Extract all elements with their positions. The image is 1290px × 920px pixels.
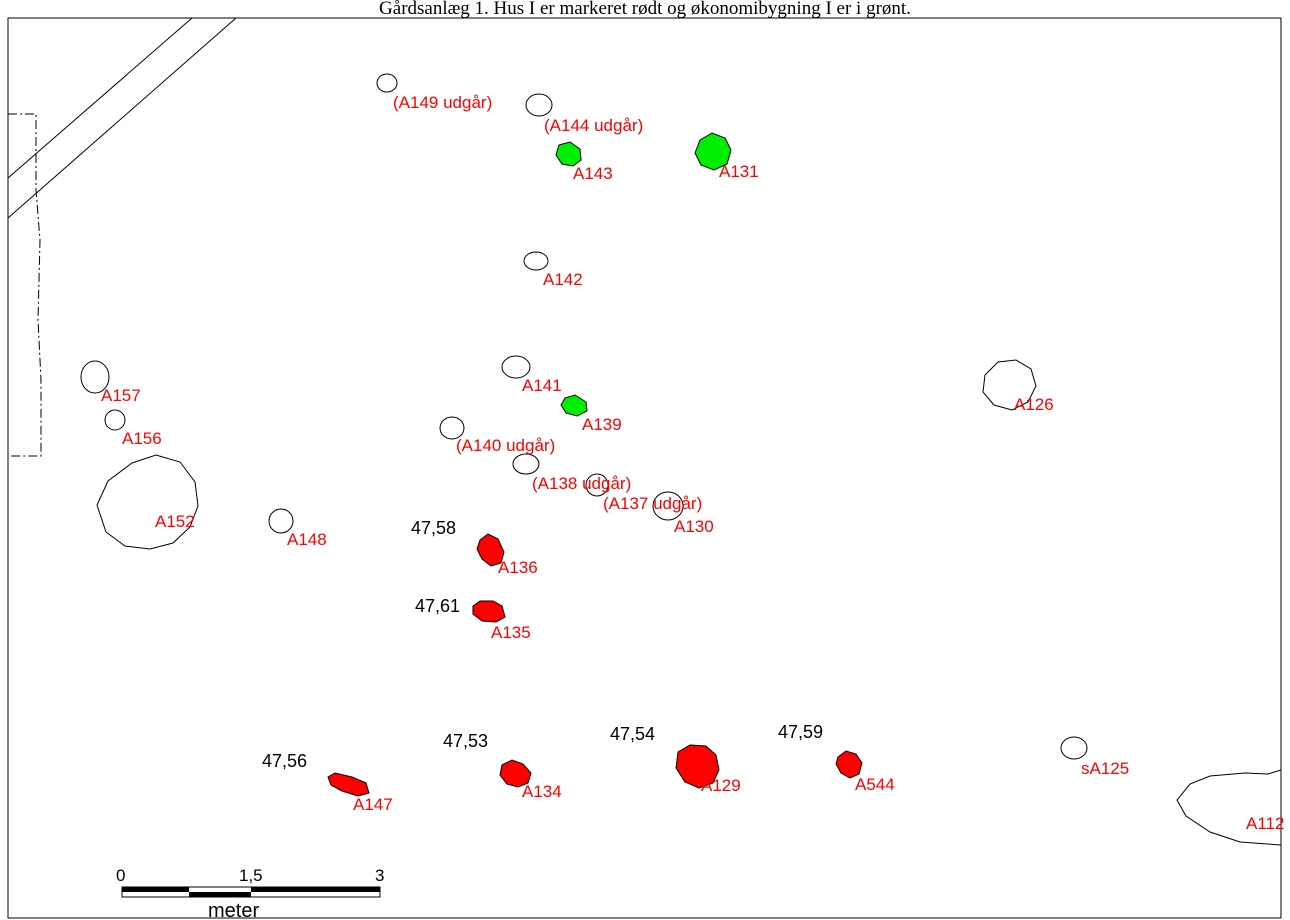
label-a139: A139 xyxy=(582,415,622,434)
pit-a141 xyxy=(501,355,531,379)
label-a140: (A140 udgår) xyxy=(456,436,555,455)
pit-a126 xyxy=(982,359,1037,411)
label-a147: A147 xyxy=(353,795,393,814)
pit-sa125 xyxy=(1060,736,1088,760)
pit-a130 xyxy=(652,491,684,521)
pit-a544 xyxy=(835,750,863,779)
label-a141: A141 xyxy=(522,376,562,395)
pit-a138 xyxy=(512,453,540,475)
pit-a149 xyxy=(376,73,398,93)
label-a112: A112 xyxy=(1246,814,1284,833)
ditch-line xyxy=(7,17,237,219)
label-a143: A143 xyxy=(573,164,613,183)
label-a138: (A138 udgår) xyxy=(532,474,631,493)
label-a152: A152 xyxy=(155,512,195,531)
label-a156: A156 xyxy=(122,429,162,448)
scale-tick-0: 0 xyxy=(116,866,125,885)
pit-a136 xyxy=(476,533,505,567)
pit-a157 xyxy=(80,360,110,394)
pit-a135 xyxy=(472,600,506,623)
pit-a131 xyxy=(694,132,732,171)
label-sa125: sA125 xyxy=(1081,759,1129,778)
pit-a139 xyxy=(560,394,588,417)
elevation-a134: 47,53 xyxy=(443,731,488,751)
pit-a144 xyxy=(525,93,553,117)
pit-a112 xyxy=(1176,769,1282,846)
label-a130: A130 xyxy=(674,517,714,536)
scale-tick-mid: 1,5 xyxy=(239,866,263,885)
label-a126: A126 xyxy=(1014,395,1054,414)
map-title: Gårdsanlæg 1. Hus I er markeret rødt og … xyxy=(379,0,911,18)
scale-tick-end: 3 xyxy=(375,866,384,885)
pit-a148 xyxy=(268,508,294,534)
pit-a147 xyxy=(327,772,370,797)
label-a131: A131 xyxy=(719,162,759,181)
label-a544: A544 xyxy=(855,775,895,794)
label-a157: A157 xyxy=(101,386,141,405)
pit-a137 xyxy=(585,473,609,497)
elevation-labels: 47,58 47,61 47,56 47,53 47,54 47,59 xyxy=(262,518,823,771)
elevation-a135: 47,61 xyxy=(415,596,460,616)
label-a149: (A149 udgår) xyxy=(393,93,492,112)
label-a142: A142 xyxy=(543,270,583,289)
pit-a152 xyxy=(96,454,199,550)
scale-unit: meter xyxy=(208,900,259,920)
elevation-a136: 47,58 xyxy=(411,518,456,538)
ditch-line xyxy=(7,17,193,179)
label-a129: A129 xyxy=(701,776,741,795)
elevation-a129: 47,54 xyxy=(610,724,655,744)
pit-a156 xyxy=(104,409,126,431)
label-a148: A148 xyxy=(287,530,327,549)
scale-segment-top-left xyxy=(122,887,189,892)
pit-a134 xyxy=(499,759,532,788)
map-frame xyxy=(7,17,1282,919)
scale-bar: 0 1,5 3 meter xyxy=(116,866,384,920)
label-a135: A135 xyxy=(491,623,531,642)
pit-a143 xyxy=(555,141,582,167)
elevation-a147: 47,56 xyxy=(262,751,307,771)
pit-a129 xyxy=(675,744,720,789)
scale-segment-bottom-mid xyxy=(189,892,251,897)
pit-a142 xyxy=(523,251,549,271)
pit-a140 xyxy=(439,416,465,440)
feature-labels: (A149 udgår) (A144 udgår) A143 A131 A142… xyxy=(101,93,1284,833)
scale-segment-top-right xyxy=(251,887,380,892)
excavation-boundary xyxy=(8,113,42,457)
label-a136: A136 xyxy=(498,558,538,577)
elevation-a544: 47,59 xyxy=(778,722,823,742)
label-a134: A134 xyxy=(522,782,562,801)
label-a137: (A137 udgår) xyxy=(603,494,702,513)
label-a144: (A144 udgår) xyxy=(544,116,643,135)
features-layer xyxy=(80,73,1282,846)
